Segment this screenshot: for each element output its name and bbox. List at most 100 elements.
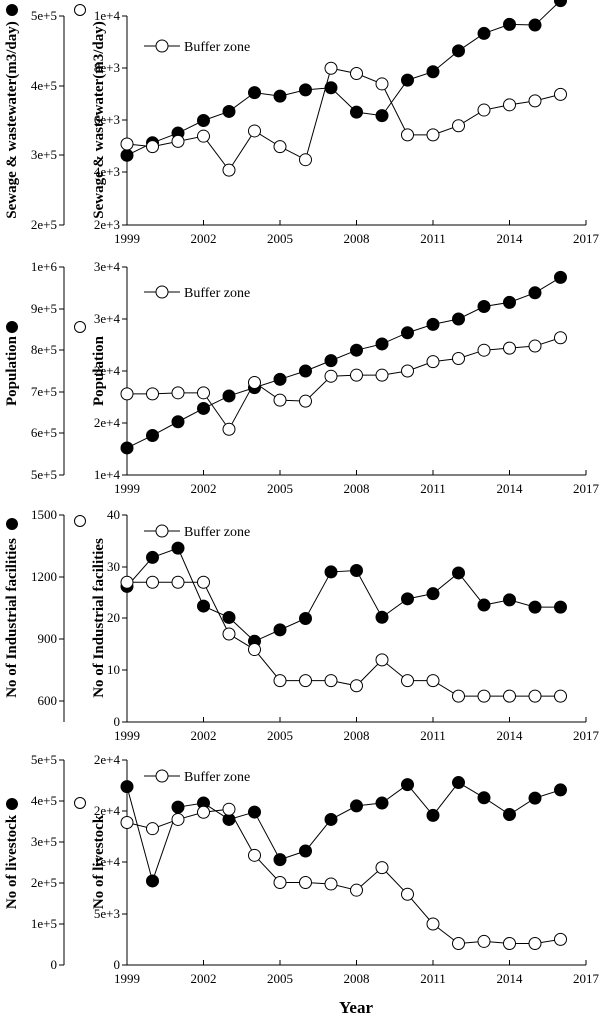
- filled-data-point: [197, 114, 210, 127]
- right-axis-open-symbol: [74, 4, 86, 16]
- right-y-tick-label: 1e+4: [94, 854, 121, 869]
- filled-data-point: [528, 791, 542, 805]
- open-data-point: [273, 674, 287, 688]
- open-series-line: [126, 67, 561, 172]
- panel-4: 1999 2002 2005 2008 2011 2014 2017 0 5e+3 1e+4 2e+…: [4, 752, 600, 986]
- filled-data-point: [273, 853, 287, 867]
- open-data-point: [197, 129, 210, 143]
- right-y-tick-label: 5e+3: [94, 906, 120, 921]
- left-y-tick-label: 9e+5: [31, 301, 57, 316]
- open-data-point: [503, 98, 516, 112]
- left-y-axis-title: Population: [4, 335, 20, 406]
- right-axis-open-symbol: [74, 797, 86, 809]
- open-data-point: [273, 393, 287, 407]
- filled-data-point: [554, 270, 567, 284]
- left-axis-filled-symbol: [6, 321, 18, 333]
- open-data-point: [426, 355, 440, 369]
- filled-data-point: [554, 0, 567, 8]
- filled-data-point: [503, 17, 516, 31]
- filled-data-point: [120, 780, 134, 794]
- left-y-axis-title: Sewage & wastewater(m3/day): [4, 21, 20, 218]
- filled-data-point: [401, 778, 414, 792]
- panel-3: 1999 2002 2005 2008 2011 2014 2017 0 10 20 30 40 600…: [4, 507, 600, 743]
- filled-data-point: [477, 791, 491, 805]
- open-data-point: [477, 103, 491, 117]
- filled-data-point: [120, 148, 134, 162]
- right-y-tick-label: 2e+4: [94, 415, 121, 430]
- filled-data-point: [350, 343, 363, 357]
- left-y-tick-label: 2e+5: [31, 217, 57, 232]
- open-data-point: [197, 386, 210, 400]
- right-y-tick-label: 10: [107, 662, 120, 677]
- open-data-point: [350, 679, 363, 693]
- open-data-point: [375, 653, 389, 667]
- right-y-tick-label: 8e+3: [94, 60, 120, 75]
- open-data-point: [401, 674, 414, 688]
- x-tick-label: 2011: [420, 231, 446, 246]
- open-series-line: [126, 808, 561, 944]
- x-tick-label: 2008: [344, 481, 370, 496]
- filled-data-point: [171, 800, 185, 814]
- filled-data-point: [528, 600, 542, 614]
- open-series-line: [127, 581, 561, 697]
- open-data-point: [120, 816, 134, 830]
- x-tick-label: 2002: [191, 728, 217, 743]
- x-tick-label: 2005: [267, 728, 293, 743]
- open-data-point: [554, 689, 567, 703]
- filled-data-point: [171, 541, 185, 555]
- right-y-tick-label: 6e+3: [94, 112, 120, 127]
- legend-label: Buffer zone: [184, 525, 250, 540]
- open-data-point: [324, 61, 338, 75]
- right-y-tick-label: 1e+4: [94, 8, 121, 23]
- x-tick-label: 2014: [497, 728, 524, 743]
- filled-data-point: [375, 109, 389, 123]
- open-data-point: [171, 134, 185, 148]
- x-tick-label: 2011: [420, 481, 446, 496]
- open-data-point: [401, 364, 414, 378]
- open-data-point: [222, 422, 236, 436]
- filled-data-point: [273, 89, 287, 103]
- left-y-tick-label: 4e+5: [31, 793, 57, 808]
- open-data-point: [299, 875, 312, 889]
- open-data-point: [171, 386, 185, 400]
- filled-data-point: [375, 610, 389, 624]
- right-y-tick-label: 4e+3: [94, 164, 120, 179]
- open-data-point: [222, 627, 236, 641]
- filled-data-point: [503, 593, 516, 607]
- legend-label: Buffer zone: [184, 40, 250, 55]
- right-y-axis-title: Sewage & wastewater(m3/day): [91, 21, 107, 218]
- open-series-line: [127, 337, 561, 431]
- left-y-tick-label: 5e+5: [31, 8, 57, 23]
- left-axis-filled-symbol: [6, 798, 18, 810]
- filled-data-point: [350, 799, 363, 813]
- filled-data-point: [324, 81, 338, 95]
- legend-marker: [155, 769, 169, 783]
- left-y-tick-label: 0: [51, 957, 58, 972]
- open-data-point: [528, 94, 542, 108]
- left-y-tick-label: 600: [38, 693, 58, 708]
- filled-data-point: [503, 808, 516, 822]
- legend-marker: [155, 39, 169, 53]
- open-data-point: [528, 689, 542, 703]
- left-y-tick-label: 5e+5: [31, 752, 57, 767]
- left-y-tick-label: 1e+5: [31, 916, 57, 931]
- filled-data-point: [146, 874, 159, 888]
- left-y-tick-label: 5e+5: [31, 467, 57, 482]
- panel-1: 1999 2002 2005 2008 2011 2014 2017 2e+3 4e+3 6e+3…: [4, 0, 600, 246]
- x-tick-label: 2008: [344, 231, 370, 246]
- filled-data-point: [222, 389, 236, 403]
- open-data-point: [171, 812, 185, 826]
- open-data-point: [146, 387, 159, 401]
- open-data-point: [350, 883, 363, 897]
- x-tick-label: 2014: [497, 971, 524, 986]
- x-tick-label: 1999: [114, 231, 140, 246]
- filled-data-point: [401, 592, 414, 606]
- left-y-tick-label: 2e+5: [31, 875, 57, 890]
- left-y-axis-title: No of Industrial facilities: [4, 538, 20, 698]
- right-axis-open-symbol: [74, 321, 86, 333]
- x-tick-label: 2005: [267, 481, 293, 496]
- x-tick-label: 2002: [191, 481, 217, 496]
- filled-data-point: [324, 812, 338, 826]
- left-axis-filled-symbol: [6, 518, 18, 530]
